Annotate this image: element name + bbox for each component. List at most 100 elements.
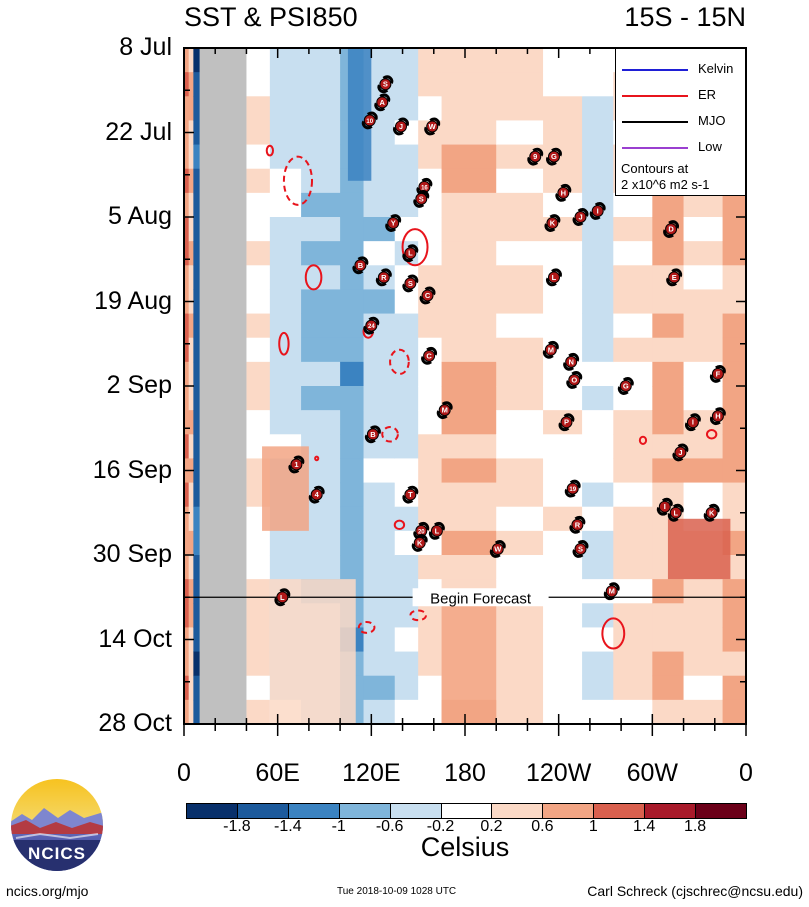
colorbar-swatch bbox=[186, 803, 238, 819]
storm-arm bbox=[656, 506, 668, 516]
sst-cell bbox=[496, 72, 544, 97]
er-contour bbox=[393, 519, 406, 531]
sst-cell bbox=[613, 217, 653, 242]
sst-cell bbox=[496, 434, 544, 459]
sst-cell bbox=[496, 675, 544, 701]
sst-cell bbox=[301, 386, 341, 411]
storm-label: N bbox=[568, 357, 573, 366]
sst-cell bbox=[683, 386, 724, 411]
storm-marker: G bbox=[546, 147, 562, 166]
storm-marker: L bbox=[402, 244, 419, 263]
er-contour bbox=[304, 264, 323, 291]
storm-marker: H bbox=[709, 407, 726, 425]
sst-cell bbox=[418, 72, 443, 97]
sst-cell bbox=[441, 506, 497, 532]
storm-marker: I bbox=[684, 413, 701, 432]
storm-arm bbox=[703, 512, 715, 522]
storm-arm bbox=[544, 223, 556, 232]
sst-cell bbox=[418, 144, 443, 170]
x-tick-label: 60W bbox=[626, 759, 679, 787]
sst-cell bbox=[193, 506, 201, 532]
storm-arm bbox=[411, 543, 423, 552]
sst-cell bbox=[582, 675, 614, 701]
sst-cell bbox=[418, 434, 443, 459]
storm-arm bbox=[622, 377, 634, 386]
colorbar-swatch bbox=[440, 803, 493, 819]
sst-cell bbox=[394, 217, 419, 242]
sst-cell bbox=[394, 410, 419, 435]
sst-cell bbox=[246, 313, 271, 339]
sst-cell bbox=[246, 675, 271, 701]
colorbar-tick-label: 1.8 bbox=[683, 818, 707, 835]
storm-arm bbox=[677, 443, 689, 453]
storm-label: P bbox=[564, 418, 569, 427]
storm-center bbox=[377, 271, 390, 284]
sst-cell bbox=[441, 72, 497, 97]
sst-cell bbox=[441, 48, 497, 73]
sst-cell bbox=[613, 555, 653, 580]
storm-arm bbox=[572, 217, 584, 226]
sst-cell bbox=[722, 482, 746, 508]
storm-label: C bbox=[426, 351, 432, 360]
storm-marker: W bbox=[424, 117, 441, 136]
storm-arm bbox=[574, 516, 586, 525]
storm-marker: T bbox=[402, 485, 419, 504]
sst-cell bbox=[363, 675, 396, 701]
storm-label: J bbox=[678, 448, 682, 457]
storm-center bbox=[413, 536, 426, 549]
storm-center bbox=[366, 428, 379, 441]
legend-item-low: Low bbox=[620, 137, 742, 159]
storm-label: W bbox=[494, 544, 502, 553]
sst-cell bbox=[418, 699, 443, 724]
sst-cell bbox=[582, 72, 614, 97]
sst-cell bbox=[683, 579, 724, 604]
sst-cell bbox=[496, 603, 544, 628]
sst-cell bbox=[613, 313, 653, 339]
sst-cell bbox=[193, 72, 201, 97]
sst-cell bbox=[613, 627, 653, 653]
sst-cell bbox=[184, 675, 190, 701]
sst-cell bbox=[301, 120, 341, 146]
sst-cell bbox=[722, 313, 746, 339]
sst-cell bbox=[188, 482, 194, 508]
storm-arm bbox=[370, 425, 381, 435]
er-contour bbox=[401, 228, 429, 267]
sst-cell bbox=[363, 699, 396, 724]
sst-patch bbox=[441, 591, 497, 724]
sst-cell bbox=[246, 241, 271, 266]
sst-cell bbox=[246, 699, 271, 724]
sst-cell bbox=[394, 289, 419, 315]
sst-cell bbox=[582, 289, 614, 315]
sst-cell bbox=[246, 192, 271, 218]
storm-marker: 20 bbox=[413, 522, 430, 540]
sst-cell bbox=[184, 265, 190, 290]
storm-arm bbox=[436, 410, 448, 419]
sst-cell bbox=[582, 434, 614, 459]
storm-arm bbox=[542, 349, 554, 359]
sst-cell bbox=[613, 265, 653, 290]
storm-label: M bbox=[442, 406, 448, 415]
er-contour bbox=[357, 620, 376, 634]
sst-cell bbox=[246, 72, 271, 97]
y-tick-label: 28 Oct bbox=[98, 709, 172, 737]
sst-cell bbox=[652, 699, 685, 724]
storm-arm bbox=[380, 268, 392, 278]
sst-cell bbox=[394, 48, 419, 73]
storm-label: 20 bbox=[418, 529, 425, 535]
sst-cell bbox=[184, 168, 190, 194]
sst-cell bbox=[652, 627, 685, 653]
sst-cell bbox=[184, 337, 190, 363]
sst-cell bbox=[394, 506, 419, 532]
x-tick-label: 0 bbox=[177, 759, 191, 787]
sst-cell bbox=[340, 482, 365, 508]
sst-cell bbox=[613, 506, 653, 532]
storm-arm bbox=[308, 494, 320, 504]
sst-cell bbox=[496, 120, 544, 146]
sst-cell bbox=[722, 217, 746, 242]
sst-cell bbox=[496, 96, 544, 121]
sst-cell bbox=[188, 265, 194, 290]
storm-arm bbox=[402, 494, 414, 504]
sst-cell bbox=[394, 555, 419, 580]
storm-marker: F bbox=[709, 365, 726, 383]
sst-cell bbox=[722, 386, 746, 411]
